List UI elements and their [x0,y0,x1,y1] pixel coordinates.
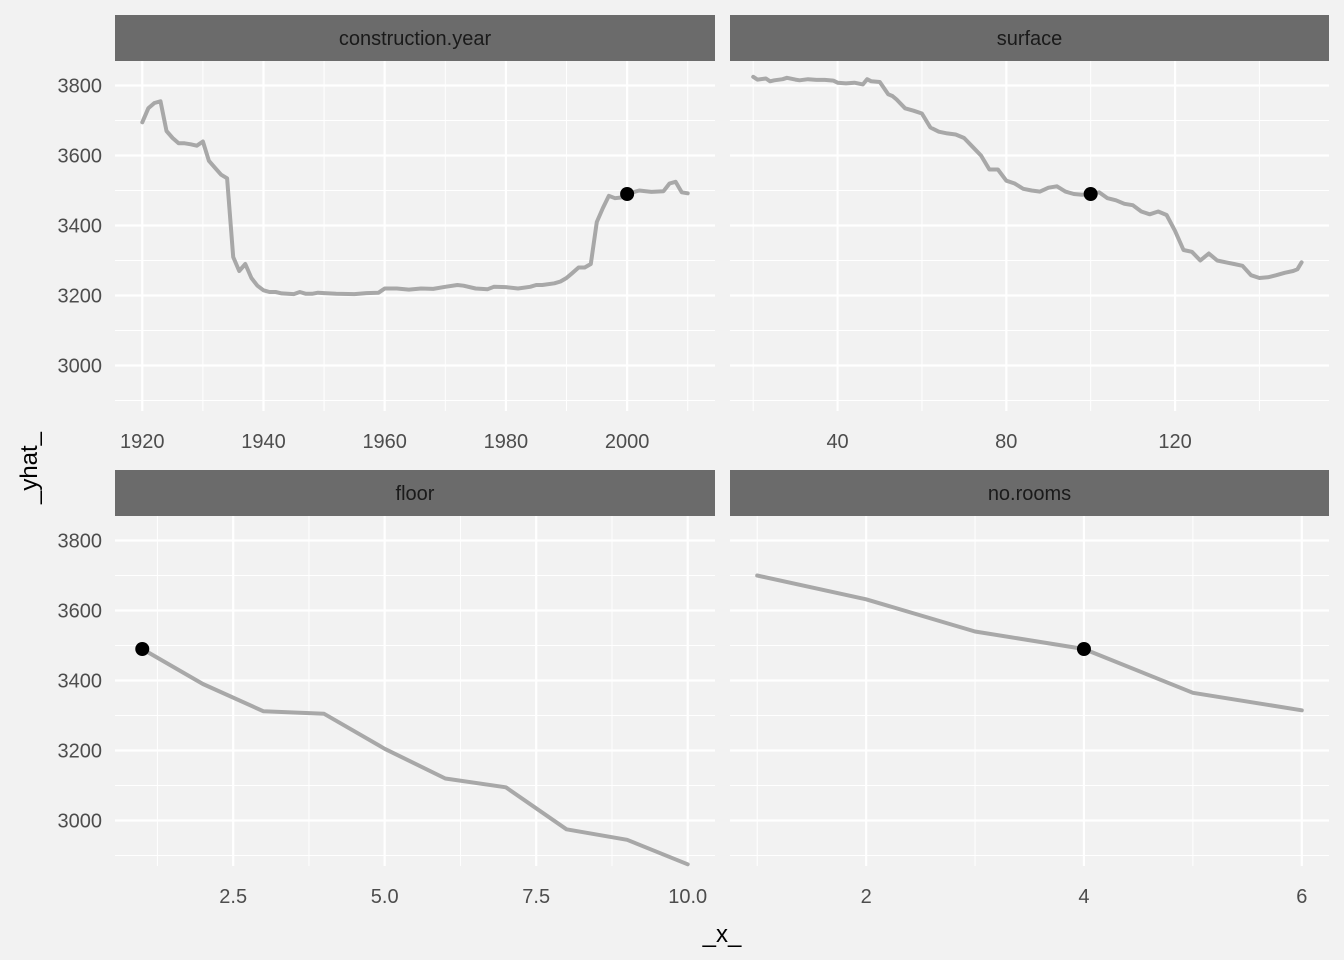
y-tick-label: 3600 [58,146,103,168]
profile-line [140,99,690,297]
x-tick-label: 120 [1158,431,1191,453]
x-tick-label: 1980 [484,431,529,453]
facet-strip [115,470,715,516]
x-tick-label: 2000 [605,431,650,453]
facet-strip [730,470,1329,516]
x-tick-label: 80 [995,431,1017,453]
profile-line [140,647,690,867]
y-tick-label: 3400 [58,671,103,693]
facet-panel: construction.year 3000 3200 3400 3600 3800 192… [58,15,715,453]
observation-point [1083,187,1098,201]
y-tick-label: 3600 [58,601,103,623]
x-axis-title: _x_ [702,921,742,948]
x-tick-label: 2 [861,886,872,908]
facet-strip [730,15,1329,61]
y-tick-label: 3800 [58,76,103,98]
x-tick-label: 1960 [362,431,407,453]
observation-point [620,187,635,201]
profile-line [755,573,1304,713]
facet-strip [115,15,715,61]
facet-panels: construction.year 3000 3200 3400 3600 3800 192… [58,15,1329,908]
facet-panel: surface 40 80 120 [730,15,1329,453]
y-tick-label: 3800 [58,531,103,553]
facet-title: surface [997,28,1063,50]
y-tick-label: 3000 [58,356,103,378]
facet-title: construction.year [339,28,492,50]
observation-point [135,642,150,656]
facet-panel: no.rooms 2 4 6 [730,470,1329,908]
observation-point [1076,642,1091,656]
facet-panel: floor 3000 3200 3400 3600 3800 2.5 5.0 7.5 10.0 [58,470,715,908]
x-tick-label: 6 [1296,886,1307,908]
y-tick-label: 3200 [58,286,103,308]
x-tick-label: 40 [826,431,848,453]
facet-title: floor [396,483,435,505]
x-tick-label: 1940 [241,431,286,453]
x-tick-label: 7.5 [522,886,550,908]
y-tick-label: 3000 [58,811,103,833]
x-tick-label: 5.0 [371,886,399,908]
y-tick-label: 3400 [58,216,103,238]
y-tick-label: 3200 [58,741,103,763]
y-axis-title: _yhat_ [16,431,43,505]
profile-line [751,74,1304,280]
x-tick-label: 1920 [120,431,165,453]
x-tick-label: 4 [1078,886,1089,908]
x-tick-label: 10.0 [668,886,707,908]
facet-title: no.rooms [988,483,1071,505]
x-tick-label: 2.5 [219,886,247,908]
